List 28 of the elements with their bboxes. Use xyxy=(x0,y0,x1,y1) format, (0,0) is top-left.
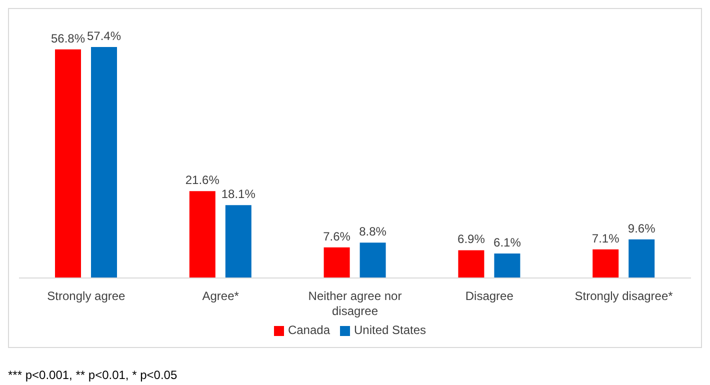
bar xyxy=(592,249,619,278)
text: *** p<0.001, ** p<0.01, * p<0.05 xyxy=(8,368,178,382)
legend-label: Canada xyxy=(288,323,330,337)
bar xyxy=(628,239,655,278)
bar xyxy=(55,49,81,278)
data-label: 8.8% xyxy=(359,224,387,239)
data-label: 6.1% xyxy=(494,235,522,250)
bar xyxy=(360,242,386,278)
bar xyxy=(91,47,117,278)
x-tick-label: Neither agree nor disagree xyxy=(308,289,402,318)
bar xyxy=(225,205,252,278)
bar xyxy=(189,191,216,278)
data-label: 7.6% xyxy=(323,229,351,244)
bar xyxy=(458,250,484,278)
legend-label: United States xyxy=(354,323,426,337)
data-label: 57.4% xyxy=(86,29,122,43)
x-tick-label: Agree* xyxy=(202,289,240,303)
x-tick-label: Disagree xyxy=(465,289,514,303)
data-label: 6.9% xyxy=(458,232,486,246)
data-label: 56.8% xyxy=(50,31,86,46)
bar xyxy=(324,247,350,278)
x-tick-label: Strongly agree xyxy=(47,289,126,303)
x-tick-label: Strongly disagree* xyxy=(574,289,674,303)
data-label: 7.1% xyxy=(592,231,620,246)
data-label: 9.6% xyxy=(628,221,656,236)
data-label: 21.6% xyxy=(185,173,220,188)
bar xyxy=(494,253,520,278)
data-label: 18.1% xyxy=(221,187,256,202)
